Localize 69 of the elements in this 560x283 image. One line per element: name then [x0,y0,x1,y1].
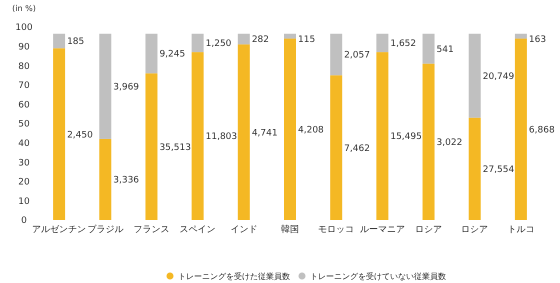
x-tick-label: ロシア [415,225,442,235]
annotation: 9,245 [159,50,186,60]
legend-label: トレーニングを受けた従業員数 [178,272,290,281]
annotation: 1,652 [390,39,416,50]
y-tick-label: 0 [21,216,28,226]
y-tick-label: 60 [18,100,30,110]
bar [145,73,158,220]
bar [330,75,342,220]
annotation: 3,022 [436,138,462,148]
annotation: 2,057 [344,50,370,61]
bar [238,44,250,220]
bar [99,138,112,220]
x-tick-label: アルゼンチン [32,225,86,235]
bar [238,34,250,44]
x-tick-label: フランス [133,225,170,235]
bar [99,34,112,139]
annotation: 1,250 [206,39,232,50]
annotation: 6,868 [528,125,555,136]
annotation: 35,513 [159,142,191,153]
bar [53,34,66,48]
bar [422,64,435,220]
y-tick-label: 80 [18,62,30,72]
y-tick-label: 50 [18,120,30,130]
y-tick-label: 10 [18,196,30,207]
annotation: 2,450 [67,130,94,140]
y-tick-label: 30 [18,158,30,168]
annotation: 541 [436,44,454,55]
bar [192,52,204,220]
x-tick-label: ブラジル [87,224,124,235]
x-tick-label: ルーマニア [360,225,405,235]
x-tick-label: スペイン [180,225,216,235]
y-tick-label: 20 [18,178,30,188]
x-tick-label: ロシア [461,225,488,235]
annotation: 27,554 [482,165,514,176]
annotation: 7,462 [344,144,370,154]
bar [468,118,481,220]
bar [422,34,435,64]
y-tick-label: 70 [18,81,30,92]
annotation: 20,749 [482,72,514,82]
annotation: 3,969 [113,82,140,92]
x-tick-label: 韓国 [281,224,299,235]
annotation: 4,208 [298,125,324,136]
bar [284,34,296,39]
x-tick-label: トルコ [507,225,534,235]
legend-label: トレーニングを受けていない従業員数 [310,272,446,281]
bar [468,34,481,118]
bar [376,34,388,52]
x-tick-label: インド [230,225,258,235]
bar [330,34,342,76]
annotation: 4,741 [252,128,278,138]
bar [284,38,296,220]
annotation: 163 [528,34,546,45]
y-tick-label: 90 [18,42,30,52]
y-tick-label: 100 [15,23,33,34]
annotation: 3,336 [113,176,140,186]
annotation: 11,803 [206,132,238,142]
bar [514,34,527,39]
y-axis-title: (in %) [12,4,36,13]
annotation: 185 [67,37,84,48]
bar [192,34,204,52]
annotation: 115 [298,34,316,45]
bar [376,52,388,220]
bar [145,34,158,74]
annotation: 15,495 [390,132,422,142]
bar [514,38,527,220]
x-tick-label: モロッコ [318,225,354,235]
y-tick-label: 40 [18,138,30,149]
annotation: 282 [252,35,270,46]
bar [53,48,66,220]
